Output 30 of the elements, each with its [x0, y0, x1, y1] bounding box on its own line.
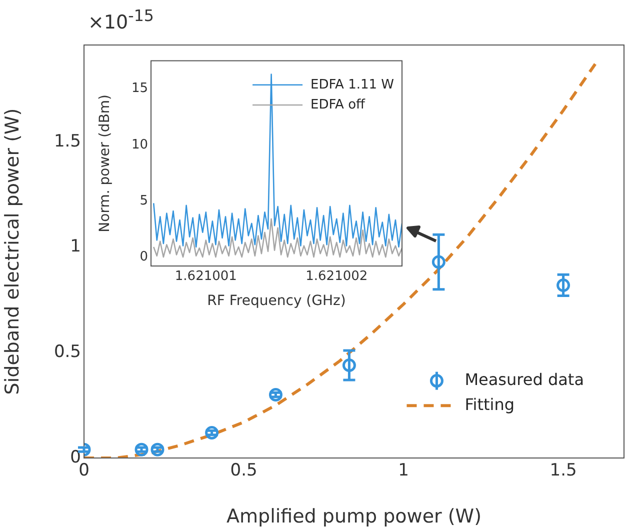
legend-label: EDFA 1.11 W — [310, 77, 394, 92]
point — [342, 358, 356, 372]
y-tick-label: 1 — [70, 236, 81, 257]
point — [134, 442, 148, 456]
legend-label: EDFA off — [310, 97, 366, 112]
line-series — [84, 62, 597, 458]
text: ×10$^{-15}$ — [88, 6, 154, 34]
y-tick-label: 1.5 — [54, 131, 81, 152]
y-axis-title: Sideband electrical power (W) — [1, 108, 24, 395]
point — [432, 255, 446, 269]
point — [556, 278, 570, 292]
y-tick-label: 0 — [70, 447, 81, 468]
point — [150, 442, 164, 456]
legend-label: Measured data — [464, 370, 584, 389]
point — [268, 388, 282, 402]
y-tick-label: 0 — [140, 249, 148, 264]
y-tick-label: 0.5 — [54, 342, 81, 362]
x-tick-label: 1 — [398, 460, 409, 481]
y-tick-label: 5 — [140, 193, 148, 208]
y-axis-title: Norm. power (dBm) — [97, 94, 114, 232]
legend-label: Fitting — [464, 394, 514, 414]
point — [205, 426, 219, 440]
x-axis-title: RF Frequency (GHz) — [207, 293, 346, 310]
x-tick-label: 1.621001 — [174, 269, 237, 284]
x-axis-title: Amplified pump power (W) — [226, 506, 482, 528]
x-tick-label: 1.5 — [550, 460, 577, 481]
x-tick-label: 1.621002 — [306, 269, 368, 284]
x-tick-label: 0.5 — [230, 460, 258, 481]
y-tick-label: 15 — [131, 81, 148, 96]
y-tick-label: 10 — [131, 137, 148, 152]
